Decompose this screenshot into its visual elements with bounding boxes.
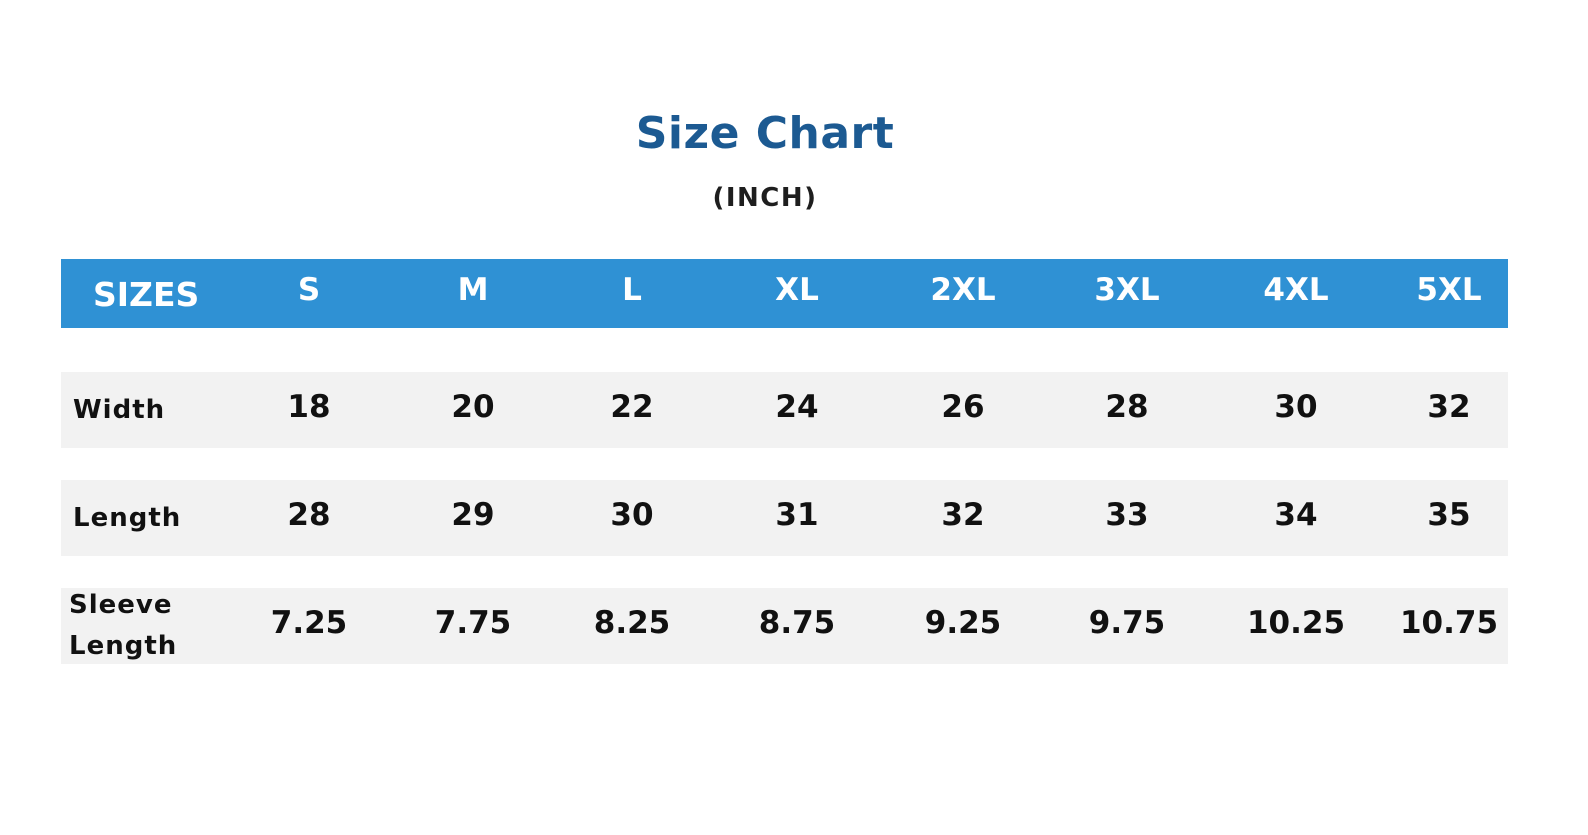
table-cell: 10.25 <box>1246 605 1346 641</box>
header-cell-s: S <box>297 271 321 308</box>
header-cell-m: M <box>457 271 489 308</box>
table-row-sleeve-length: Sleeve Length 7.25 7.75 8.25 8.75 9.25 9… <box>61 588 1508 664</box>
table-cell: 31 <box>775 497 819 533</box>
table-cell: 22 <box>610 389 654 425</box>
header-cell-l: L <box>622 271 642 308</box>
table-cell: 29 <box>451 497 495 533</box>
table-row-length: Length 28 29 30 31 32 33 34 35 <box>61 480 1508 556</box>
table-header-row: SIZES S M L XL 2XL 3XL 4XL 5XL <box>61 259 1508 328</box>
table-cell: 20 <box>451 389 495 425</box>
table-cell: 18 <box>287 389 331 425</box>
row-label: Length <box>73 503 182 533</box>
table-cell: 24 <box>775 389 819 425</box>
table-cell: 7.75 <box>434 605 512 641</box>
table-cell: 34 <box>1274 497 1318 533</box>
table-cell: 30 <box>610 497 654 533</box>
table-cell: 35 <box>1427 497 1471 533</box>
header-cell-2xl: 2XL <box>930 271 996 308</box>
unit-label: (INCH) <box>712 183 818 213</box>
table-cell: 30 <box>1274 389 1318 425</box>
table-cell: 32 <box>1427 389 1471 425</box>
header-cell-sizes: SIZES <box>93 275 200 314</box>
table-cell: 9.75 <box>1088 605 1166 641</box>
header-cell-4xl: 4XL <box>1263 271 1329 308</box>
table-cell: 33 <box>1105 497 1149 533</box>
table-cell: 26 <box>941 389 985 425</box>
table-cell: 7.25 <box>270 605 348 641</box>
header-cell-xl: XL <box>775 271 819 308</box>
page-title: Size Chart <box>635 108 895 159</box>
row-label: Sleeve Length <box>69 590 178 661</box>
table-cell: 28 <box>1105 389 1149 425</box>
header-cell-5xl: 5XL <box>1416 271 1482 308</box>
table-cell: 10.75 <box>1399 605 1499 641</box>
header-cell-3xl: 3XL <box>1094 271 1160 308</box>
table-cell: 9.25 <box>924 605 1002 641</box>
table-cell: 8.25 <box>593 605 671 641</box>
table-cell: 32 <box>941 497 985 533</box>
row-label: Width <box>73 395 166 425</box>
table-cell: 28 <box>287 497 331 533</box>
table-row-width: Width 18 20 22 24 26 28 30 32 <box>61 372 1508 448</box>
table-cell: 8.75 <box>758 605 836 641</box>
